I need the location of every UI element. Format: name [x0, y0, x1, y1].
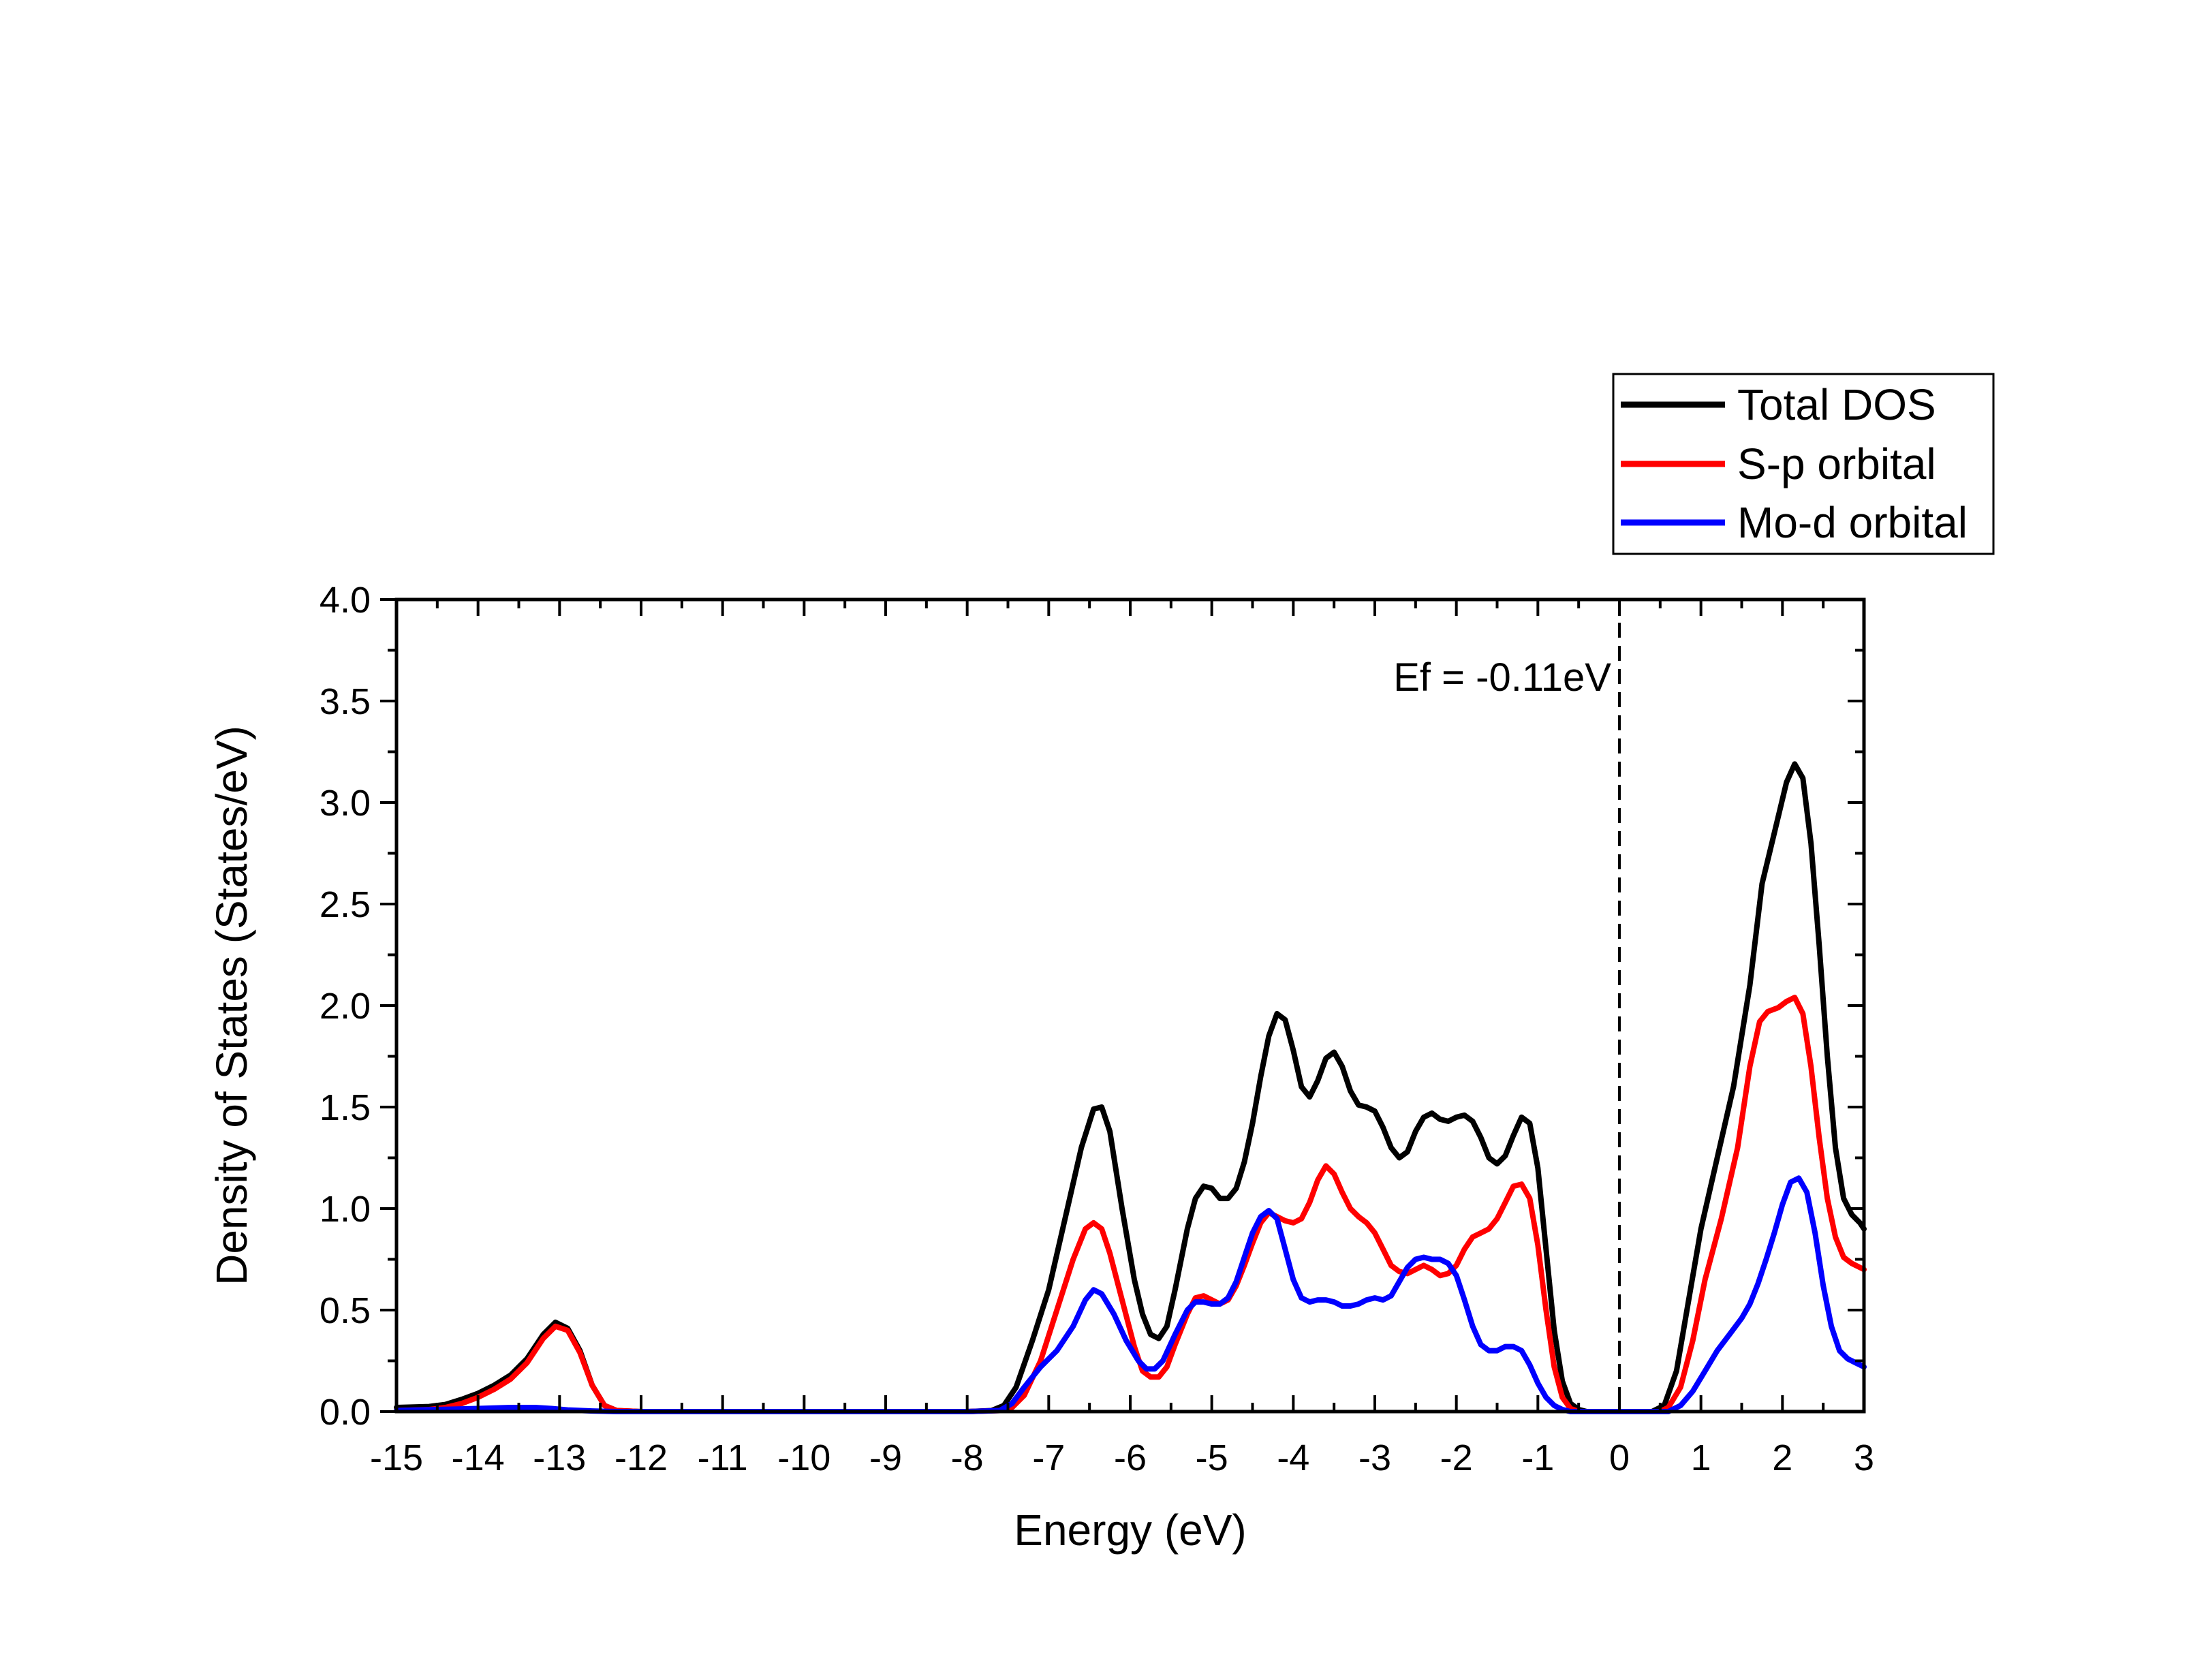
- series-line-mo-d-orbital: [394, 1175, 1867, 1414]
- y-tick-label: 2.5: [320, 884, 371, 925]
- x-tick-label: -12: [615, 1437, 668, 1478]
- x-tick-label: -14: [452, 1437, 505, 1478]
- x-tick-label: -15: [370, 1437, 423, 1478]
- legend-label-total-dos: Total DOS: [1737, 380, 1936, 429]
- y-tick-label: 0.5: [320, 1290, 371, 1331]
- y-tick-label: 0.0: [320, 1392, 371, 1433]
- x-tick-label: 0: [1609, 1437, 1630, 1478]
- x-tick-label: -11: [698, 1437, 748, 1478]
- x-tick-label: -6: [1114, 1437, 1147, 1478]
- legend: Total DOS S-p orbital Mo-d orbital: [1612, 373, 1995, 555]
- x-tick-label: -1: [1521, 1437, 1554, 1478]
- axis-ticks: [380, 598, 1865, 1413]
- plot-frame: [394, 597, 1866, 1414]
- x-tick-label: -9: [869, 1437, 902, 1478]
- x-tick-label: -5: [1196, 1437, 1228, 1478]
- x-axis-label: Energy (eV): [1014, 1506, 1246, 1555]
- y-axis-label: Density of States (States/eV): [207, 726, 256, 1286]
- axis-tick-labels: -15 -14 -13 -12 -11 -10 -9 -8 -7 -6 -5 -4 -3 -2 -1 0 1 2 3…: [320, 580, 1874, 1478]
- x-tick-label: -10: [777, 1437, 830, 1478]
- series-line-total-dos: [394, 761, 1867, 1414]
- legend-label-s-p-orbital: S-p orbital: [1737, 439, 1936, 488]
- x-tick-label: -2: [1440, 1437, 1473, 1478]
- legend-label-mo-d-orbital: Mo-d orbital: [1737, 498, 1968, 547]
- x-tick-label: -3: [1358, 1437, 1391, 1478]
- y-tick-label: 1.5: [320, 1087, 371, 1128]
- x-tick-label: -4: [1277, 1437, 1309, 1478]
- y-tick-label: 4.0: [320, 580, 371, 621]
- x-tick-label: 2: [1772, 1437, 1792, 1478]
- x-tick-label: 1: [1691, 1437, 1711, 1478]
- y-tick-label: 2.0: [320, 986, 371, 1027]
- x-tick-label: -13: [533, 1437, 586, 1478]
- x-tick-label: -7: [1032, 1437, 1065, 1478]
- fermi-level-label: Ef = -0.11eV: [1393, 655, 1611, 700]
- y-tick-label: 3.0: [320, 783, 371, 824]
- x-tick-label: -8: [951, 1437, 984, 1478]
- x-tick-label: 3: [1854, 1437, 1874, 1478]
- y-tick-label: 3.5: [320, 681, 371, 722]
- series-curves: [394, 761, 1867, 1414]
- y-tick-label: 1.0: [320, 1189, 371, 1230]
